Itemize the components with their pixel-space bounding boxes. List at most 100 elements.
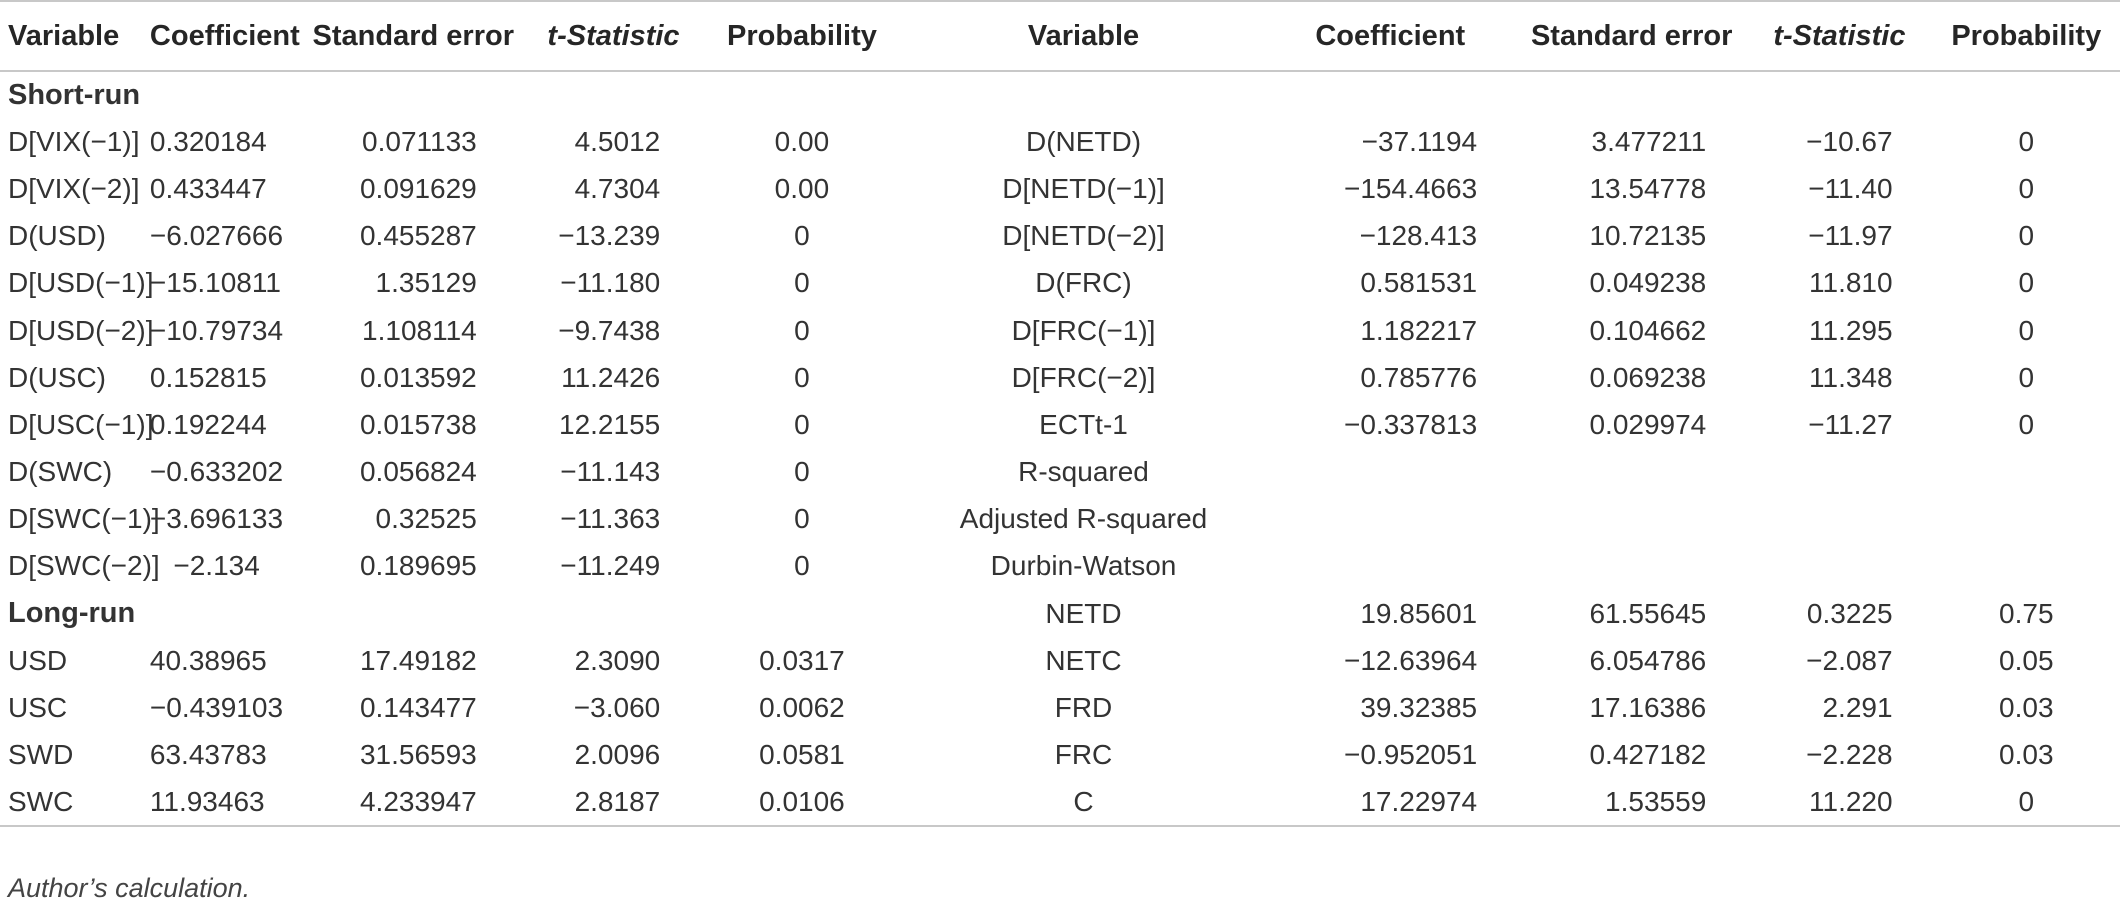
cell-left-coefficient: −6.027666 <box>149 220 284 252</box>
cell-left-variable: D[USD(−2)] <box>8 314 154 346</box>
cell-left-standard-error: 1.108114 <box>362 314 477 346</box>
cell-left-probability: 0.00 <box>774 125 830 157</box>
cell-right-t-statistic: 11.348 <box>1809 361 1893 393</box>
cell-left-t-statistic: 11.2426 <box>561 361 661 393</box>
cell-right-t-statistic <box>1746 543 1932 590</box>
table-body: Short-run D[VIX(−1)] 0.320184 0.071133 4.50… <box>0 71 2120 828</box>
cell-right-coefficient: 0.785776 <box>1360 361 1478 393</box>
cell-left-coefficient: −3.696133 <box>149 503 284 535</box>
table-row: D[USD(−2)] −10.79734 1.108114 −9.7438 0 D[FRC… <box>0 307 2120 354</box>
cell-right-coefficient: 0.581531 <box>1360 267 1478 299</box>
cell-left-coefficient: −0.633202 <box>149 456 284 488</box>
cell-right-standard-error <box>1517 449 1746 496</box>
cell-right-coefficient: −154.4663 <box>1344 172 1478 204</box>
cell-right-probability: 0.03 <box>1999 739 2054 771</box>
cell-right-standard-error <box>1517 496 1746 543</box>
cell-left-standard-error: 0.32525 <box>375 503 477 535</box>
cell-left-probability: 0.00 <box>774 172 830 204</box>
cell-right-standard-error: 1.53559 <box>1517 778 1747 828</box>
cell-right-variable: FRD <box>1054 692 1113 724</box>
cell-right-variable: D(NETD) <box>1025 125 1142 157</box>
cell-left-standard-error: 0.189695 <box>359 550 477 582</box>
cell-right-coefficient: −37.1194 <box>1361 125 1478 157</box>
cell-right-standard-error: 17.16386 <box>1589 692 1707 724</box>
cell-right-standard-error: 6.054786 <box>1589 644 1707 676</box>
cell-right-standard-error: 0.104662 <box>1589 314 1707 346</box>
table-row: D[SWC(−1)] −3.696133 0.32525 −11.363 0 Adjust… <box>0 496 2120 543</box>
cell-left-standard-error: 0.091629 <box>359 172 477 204</box>
cell-right-coefficient: −12.63964 <box>1344 644 1478 676</box>
cell-left-coefficient: −0.439103 <box>149 692 284 724</box>
header-coefficient-right: Coefficient <box>1263 0 1518 72</box>
table-row: SWD 63.43783 31.56593 2.0096 0.0581 FRC −0.952… <box>0 732 2120 779</box>
header-coefficient-left: Coefficient <box>149 0 300 72</box>
cell-left-standard-error: 17.49182 <box>359 644 477 676</box>
cell-right-t-statistic: 11.810 <box>1809 267 1893 299</box>
cell-left-t-statistic: −11.249 <box>560 550 661 582</box>
cell-right-probability <box>1933 496 2120 543</box>
cell-left-probability: 0 <box>794 408 810 440</box>
cell-left-variable: D(USD) <box>8 220 106 252</box>
cell-left-probability: 0 <box>794 314 810 346</box>
cell-right-standard-error: 0.029974 <box>1589 408 1707 440</box>
cell-right-variable: Adjusted R-squared <box>959 503 1208 535</box>
cell-left-variable: USC <box>8 692 68 724</box>
cell-right-variable: NETC <box>1045 644 1122 676</box>
cell-right-variable: Durbin-Watson <box>990 550 1177 582</box>
cell-left-coefficient: −10.79734 <box>149 314 284 346</box>
regression-results-table: Variable Coefficient Standard error t-St… <box>0 0 2120 828</box>
cell-right-probability: 0.05 <box>1999 644 2054 676</box>
cell-left-t-statistic: −11.180 <box>560 267 661 299</box>
header-standard-error-right: Standard error <box>1517 0 1747 72</box>
header-t-statistic-right-text: t-Statistic <box>1773 19 1906 52</box>
table-row: D(SWC) −0.633202 0.056824 −11.143 0 R-squared <box>0 449 2120 496</box>
cell-left-standard-error: 0.143477 <box>359 692 477 724</box>
section-label-short-run: Short-run <box>8 78 141 111</box>
cell-right-coefficient: 19.85601 <box>1360 597 1478 629</box>
cell-left-t-statistic: −13.239 <box>558 220 661 252</box>
cell-left-probability: 0 <box>794 267 810 299</box>
cell-right-variable: D(FRC) <box>1035 267 1132 299</box>
cell-left-t-statistic: 4.7304 <box>574 172 661 204</box>
cell-right-t-statistic: −11.40 <box>1808 172 1893 204</box>
cell-left-probability: 0.0317 <box>759 644 845 676</box>
cell-left-variable: D(SWC) <box>8 456 113 488</box>
cell-left-variable: SWC <box>0 778 150 828</box>
header-t-statistic-left: t-Statistic <box>526 0 701 72</box>
header-t-statistic-left-text: t-Statistic <box>547 19 680 52</box>
cell-right-probability: 0.75 <box>1999 597 2054 629</box>
cell-left-standard-error: 0.455287 <box>359 220 477 252</box>
cell-right-coefficient <box>1263 449 1517 496</box>
cell-left-variable: D[VIX(−2)] <box>8 172 140 204</box>
section-row-short-run: Short-run <box>0 71 2120 118</box>
cell-right-probability: 0 <box>2018 361 2035 393</box>
cell-left-coefficient: −15.10811 <box>149 267 281 299</box>
cell-left-variable: D[USD(−1)] <box>8 267 154 299</box>
cell-right-coefficient: 39.32385 <box>1360 692 1478 724</box>
cell-left-probability: 0.0106 <box>700 778 904 828</box>
cell-left-standard-error: 0.013592 <box>359 361 477 393</box>
cell-right-t-statistic: −10.67 <box>1806 125 1893 157</box>
cell-right-t-statistic: 0.3225 <box>1806 597 1893 629</box>
cell-left-coefficient: −2.134 <box>173 550 260 582</box>
cell-right-coefficient: −0.952051 <box>1344 739 1478 771</box>
cell-right-variable: D[FRC(−1)] <box>1011 314 1156 346</box>
cell-left-variable: D[SWC(−2)] <box>8 550 160 582</box>
cell-right-probability: 0 <box>2018 172 2035 204</box>
cell-right-t-statistic <box>1746 496 1932 543</box>
cell-right-probability <box>1933 543 2120 590</box>
cell-right-t-statistic: −11.97 <box>1808 220 1893 252</box>
table-row: D[USC(−1)] 0.192244 0.015738 12.2155 0 ECTt-1… <box>0 401 2120 448</box>
cell-right-variable: FRC <box>1054 739 1113 771</box>
cell-right-coefficient: −128.413 <box>1359 220 1478 252</box>
section-row-long-run: Long-run NETD 19.85601 61.55645 0.3225 0.75 <box>0 590 2120 637</box>
cell-left-coefficient: 11.93463 <box>149 778 300 828</box>
cell-right-standard-error: 0.049238 <box>1589 267 1707 299</box>
cell-left-probability: 0 <box>794 361 810 393</box>
table-row: USC −0.439103 0.143477 −3.060 0.0062 FRD 39.32… <box>0 684 2120 731</box>
cell-right-standard-error: 0.427182 <box>1589 739 1707 771</box>
cell-left-probability: 0 <box>794 550 810 582</box>
table-row: D[VIX(−1)] 0.320184 0.071133 4.5012 0.00 D(NE… <box>0 118 2120 165</box>
cell-left-t-statistic: −11.143 <box>560 456 661 488</box>
cell-right-t-statistic: 11.295 <box>1809 314 1893 346</box>
